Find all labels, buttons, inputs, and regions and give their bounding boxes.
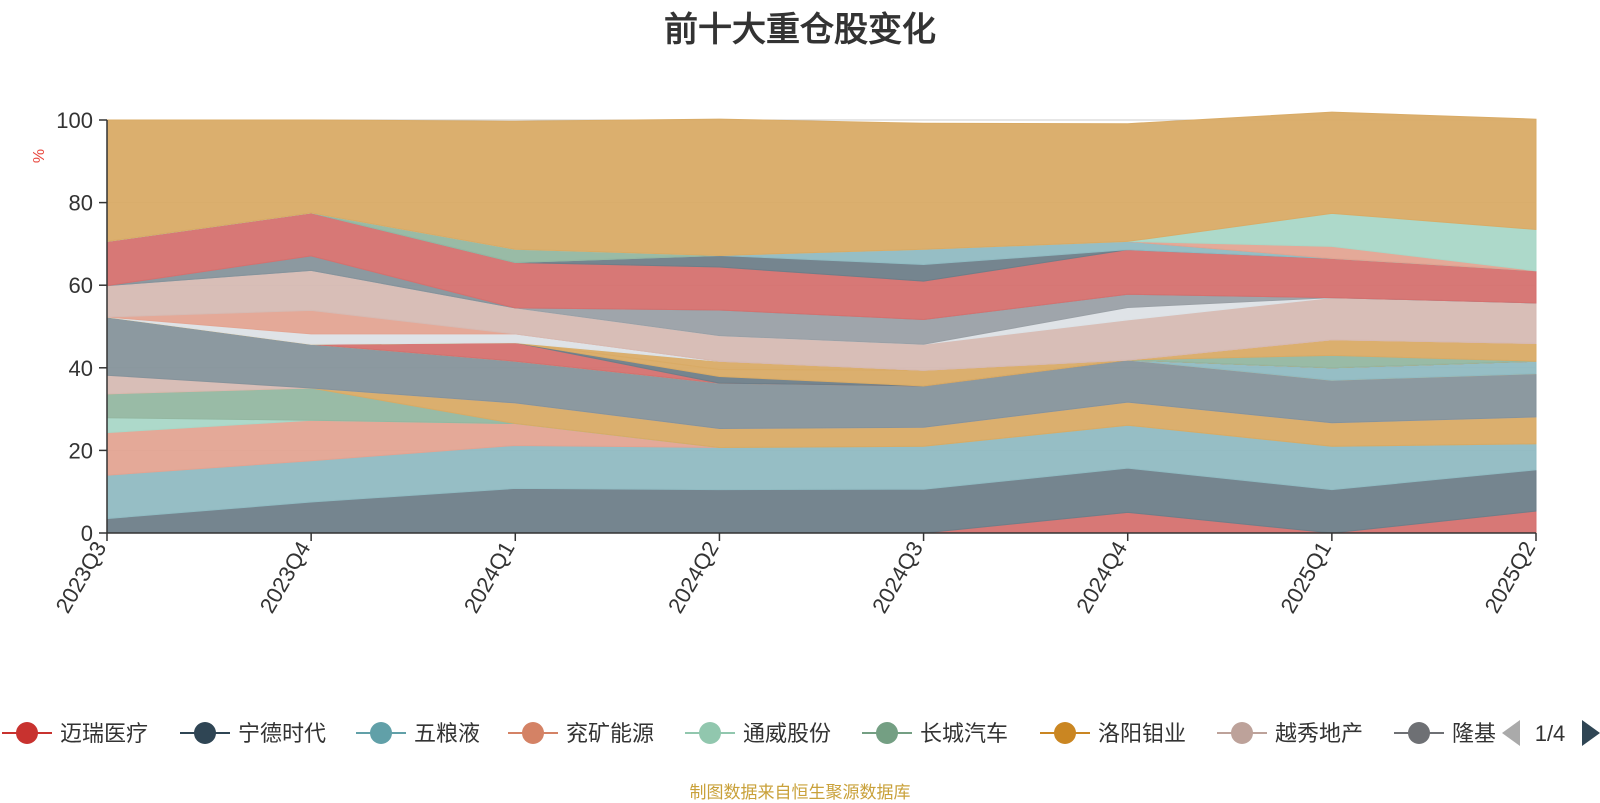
y-tick-label: 60 — [69, 273, 93, 298]
legend-marker-icon — [876, 722, 898, 744]
legend-item[interactable]: 宁德时代 — [180, 721, 326, 746]
y-tick-label: 0 — [81, 521, 93, 546]
y-tick-label: 80 — [69, 191, 93, 216]
legend-marker-icon — [16, 722, 38, 744]
legend-label: 洛阳钼业 — [1098, 721, 1186, 746]
x-tick-label: 2024Q2 — [663, 537, 724, 617]
legend-marker-icon — [194, 722, 216, 744]
legend-marker-icon — [699, 722, 721, 744]
legend-item[interactable]: 洛阳钼业 — [1040, 721, 1186, 746]
legend-label: 通威股份 — [743, 721, 831, 746]
legend-marker-icon — [1408, 722, 1430, 744]
legend-label: 长城汽车 — [920, 721, 1008, 746]
x-tick-label: 2025Q1 — [1275, 537, 1336, 617]
area-series-layer — [106, 111, 1537, 534]
x-tick-label: 2025Q2 — [1480, 537, 1541, 617]
y-axis-ticks: 0 20 40 60 80 100 — [56, 108, 107, 546]
x-tick-label: 2024Q4 — [1071, 537, 1132, 617]
y-tick-label: 40 — [69, 356, 93, 381]
legend-page-indicator: 1/4 — [1535, 721, 1566, 746]
x-tick-label: 2024Q3 — [867, 537, 928, 617]
legend: 迈瑞医疗 宁德时代 五粮液 兖矿能源 通威股份 长城汽车 洛阳钼业 越秀地产 隆基 — [2, 721, 1496, 746]
y-tick-label: 20 — [69, 438, 93, 463]
legend-marker-icon — [1054, 722, 1076, 744]
legend-pager: 1/4 — [1502, 720, 1600, 746]
legend-label: 五粮液 — [414, 721, 480, 746]
chart-title: 前十大重仓股变化 — [664, 11, 936, 49]
y-tick-label: 100 — [56, 108, 93, 133]
legend-marker-icon — [370, 722, 392, 744]
legend-label: 越秀地产 — [1275, 721, 1363, 746]
x-axis-ticks: 2023Q3 2023Q4 2024Q1 2024Q2 2024Q3 2024Q4 2025… — [51, 533, 1541, 617]
legend-label: 迈瑞医疗 — [60, 721, 148, 746]
area-series-31 — [106, 111, 1537, 256]
source-note: 制图数据来自恒生聚源数据库 — [689, 783, 911, 802]
legend-item[interactable]: 长城汽车 — [862, 721, 1008, 746]
x-tick-label: 2024Q1 — [459, 537, 520, 617]
legend-prev-page-icon[interactable] — [1502, 720, 1520, 746]
legend-marker-icon — [1231, 722, 1253, 744]
legend-item[interactable]: 隆基 — [1394, 721, 1496, 746]
legend-item[interactable]: 越秀地产 — [1217, 721, 1363, 746]
legend-marker-icon — [522, 722, 544, 744]
legend-label: 兖矿能源 — [566, 721, 654, 746]
legend-item[interactable]: 迈瑞医疗 — [2, 721, 148, 746]
axes — [106, 120, 1536, 534]
legend-label: 宁德时代 — [238, 721, 326, 746]
legend-item[interactable]: 兖矿能源 — [508, 721, 654, 746]
legend-next-page-icon[interactable] — [1582, 720, 1600, 746]
x-tick-label: 2023Q3 — [51, 537, 112, 617]
y-axis-unit-label: % — [31, 149, 48, 163]
legend-label: 隆基 — [1452, 721, 1496, 746]
x-tick-label: 2023Q4 — [255, 537, 316, 617]
legend-item[interactable]: 五粮液 — [356, 721, 480, 746]
legend-item[interactable]: 通威股份 — [685, 721, 831, 746]
